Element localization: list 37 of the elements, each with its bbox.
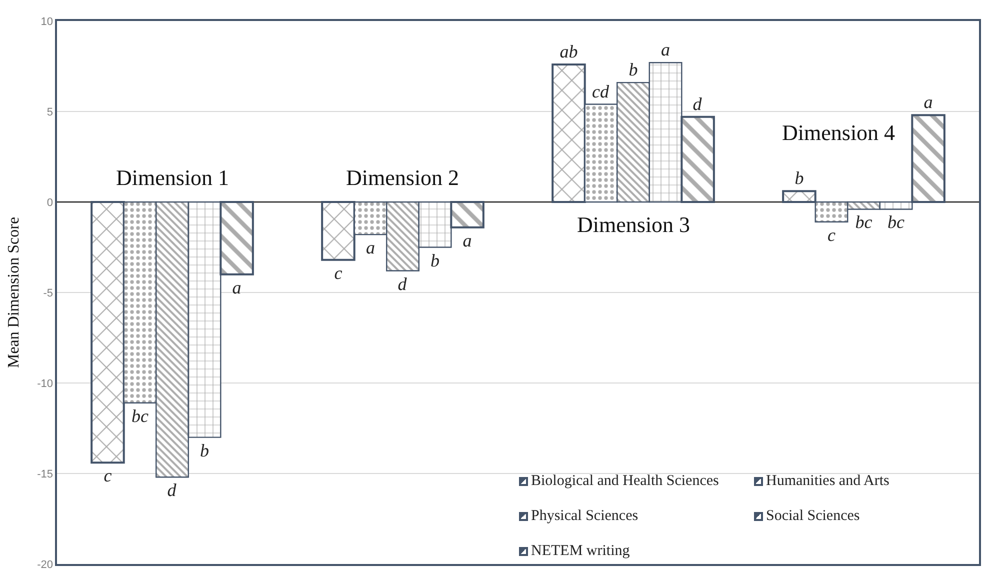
- y-tick-label: -10: [37, 378, 54, 390]
- x-tick-label: Dimension 1: [116, 165, 230, 190]
- x-tick-label: Dimension 4: [782, 120, 896, 145]
- data-label: a: [661, 40, 670, 60]
- y-tick-label: 5: [46, 106, 54, 118]
- data-label: d: [167, 480, 178, 500]
- y-tick-label: -20: [37, 558, 54, 571]
- data-label: b: [794, 168, 804, 188]
- data-label: c: [827, 224, 836, 245]
- y-tick-label: 10: [40, 16, 54, 28]
- data-label: bc: [855, 212, 872, 232]
- x-tick-label: Dimension 2: [346, 165, 460, 190]
- data-label: d: [398, 274, 408, 294]
- data-label: b: [628, 60, 638, 80]
- data-label: b: [200, 440, 210, 460]
- data-label: c: [334, 262, 342, 283]
- data-label: c: [104, 466, 112, 486]
- legend-label: Social Sciences: [766, 507, 860, 525]
- data-label: d: [692, 94, 703, 114]
- data-label: bc: [888, 212, 905, 232]
- data-label: ab: [560, 41, 578, 62]
- data-label: a: [462, 230, 472, 250]
- data-label: bc: [131, 406, 148, 426]
- data-label: b: [430, 250, 440, 270]
- y-tick-label: -15: [37, 468, 54, 480]
- y-tick-label: 0: [46, 196, 54, 209]
- legend-label: Humanities and Arts: [766, 472, 890, 490]
- data-label: a: [366, 238, 375, 258]
- y-tick-label: -5: [43, 287, 54, 300]
- legend-label: Physical Sciences: [531, 507, 638, 525]
- x-tick-label: Dimension 3: [577, 212, 690, 237]
- legend-label: NETEM writing: [531, 542, 630, 560]
- legend-label: Biological and Health Sciences: [531, 472, 719, 490]
- data-label: cd: [592, 81, 610, 102]
- data-label: a: [232, 277, 242, 298]
- y-axis-title: Mean Dimension Score: [6, 216, 23, 368]
- data-label: a: [924, 92, 933, 112]
